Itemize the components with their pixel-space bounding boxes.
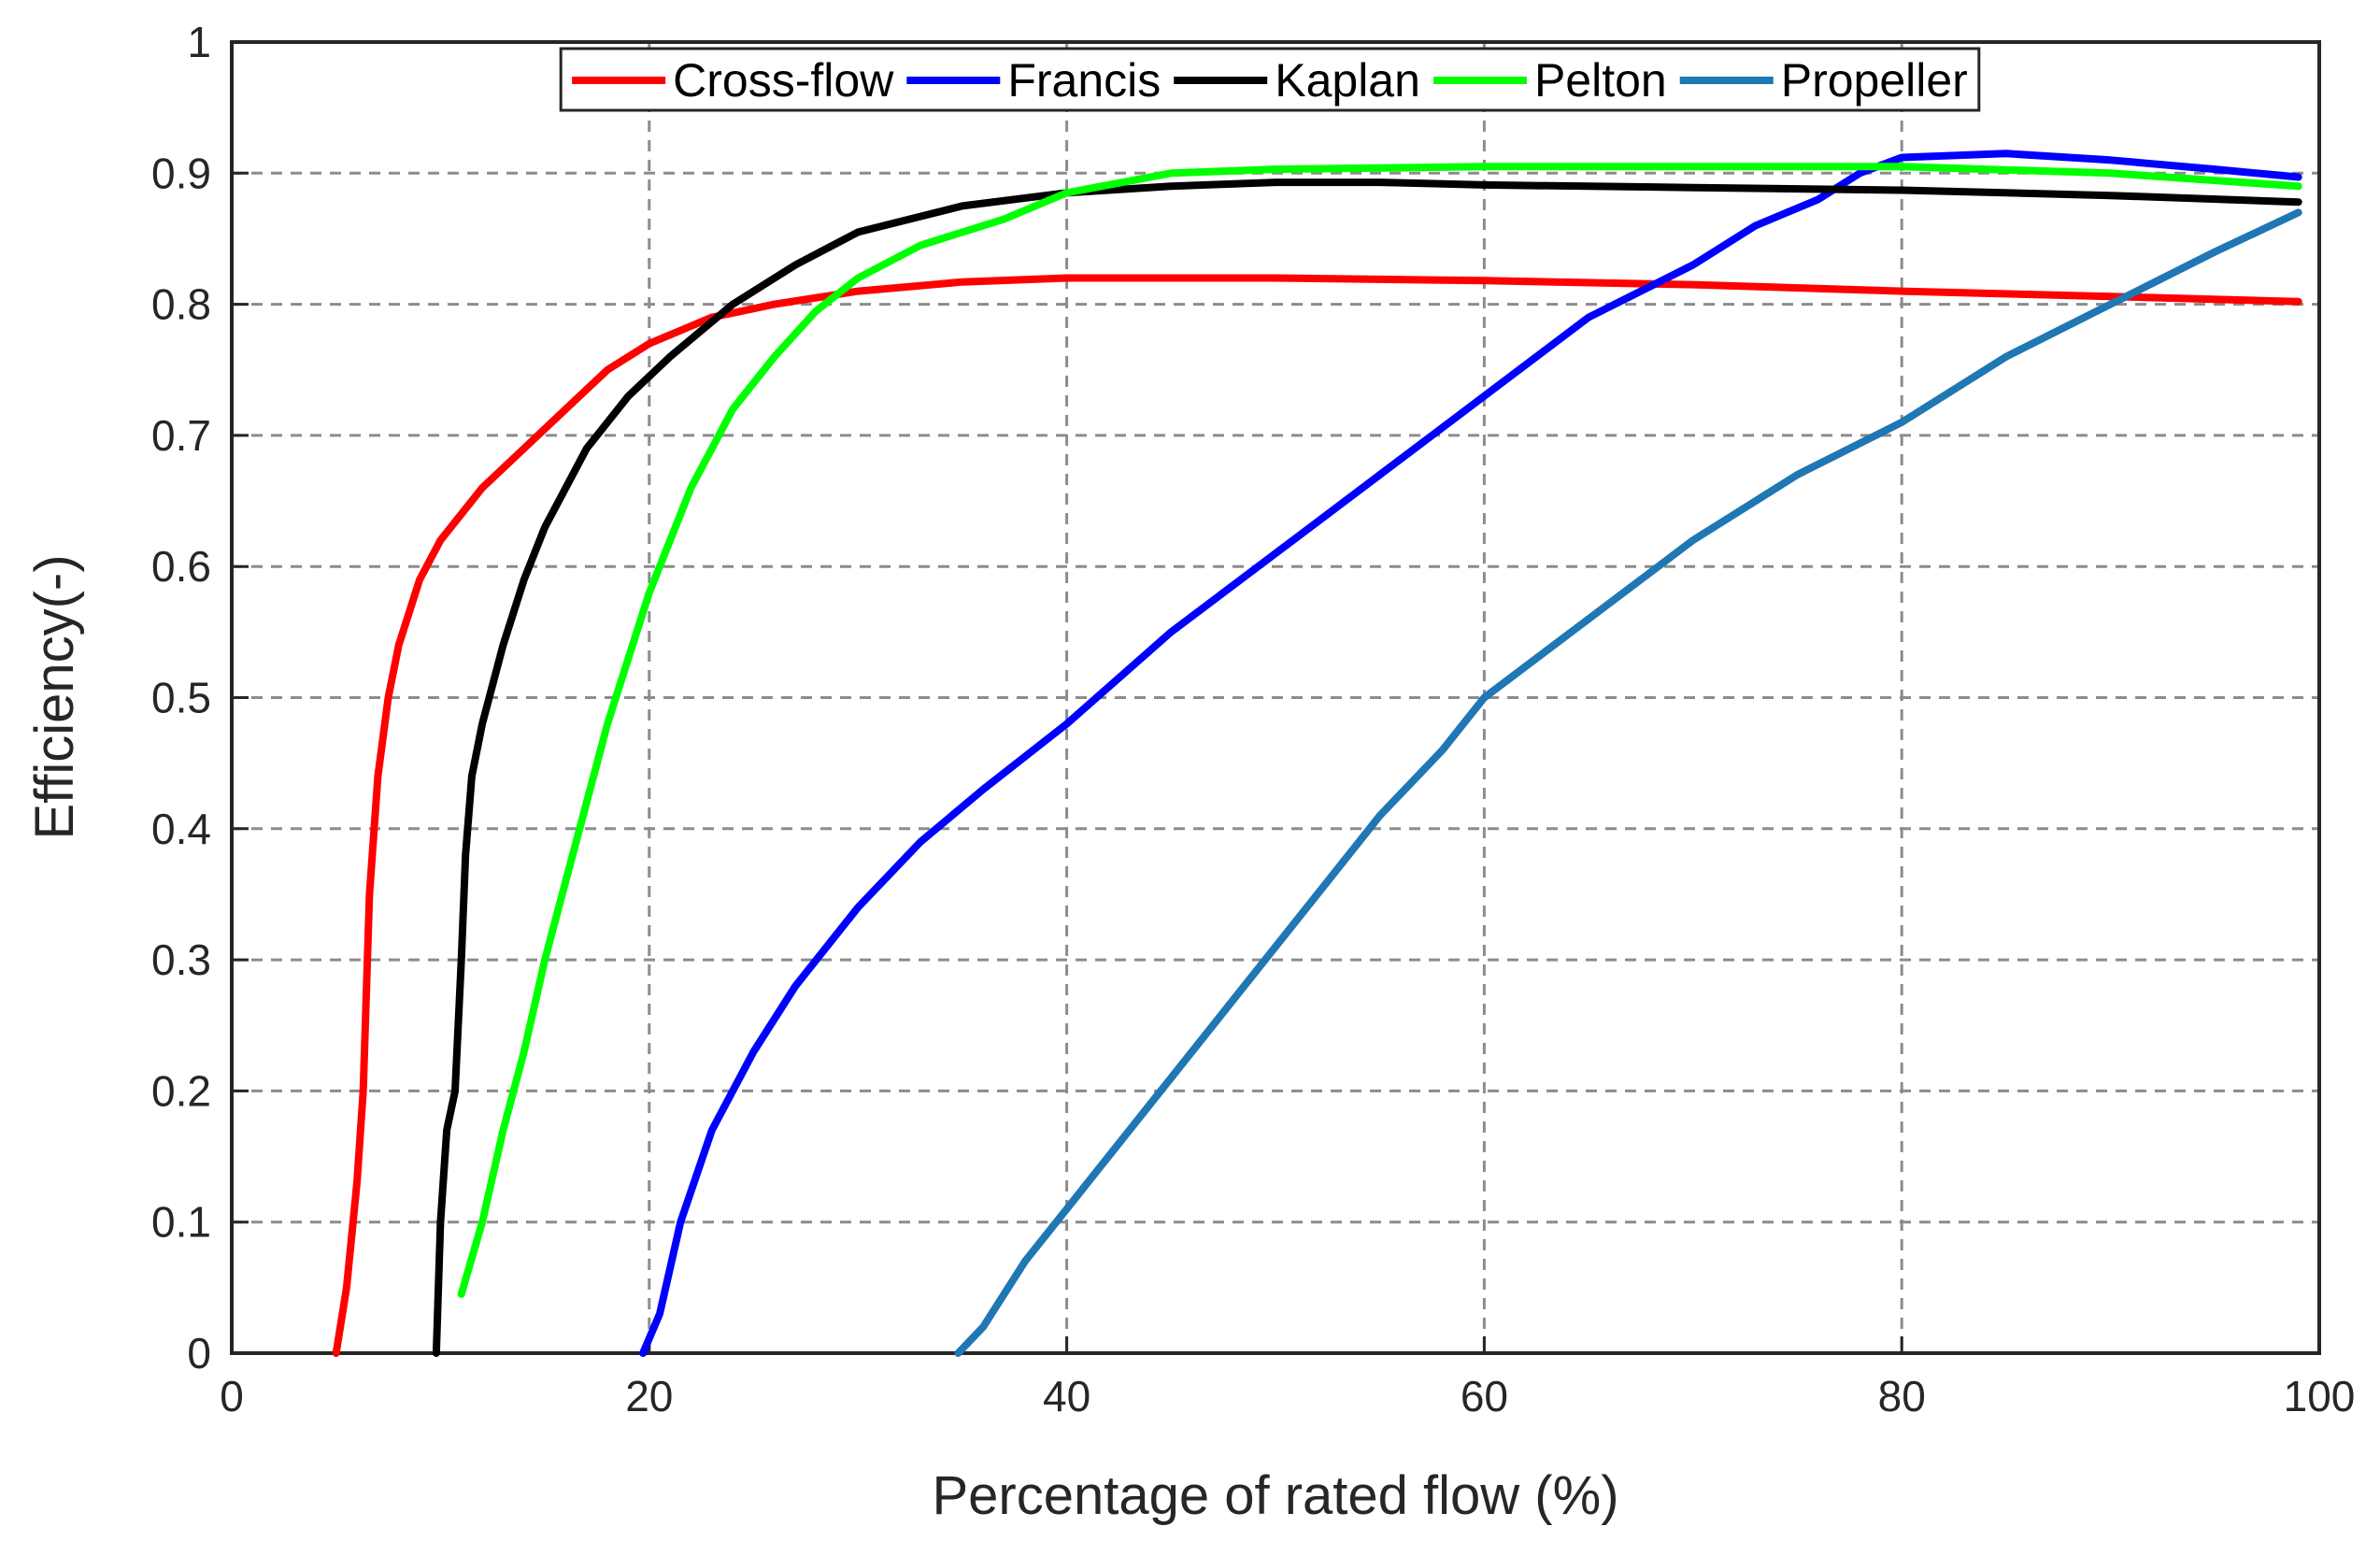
y-tick-label: 0.2	[151, 1066, 211, 1115]
legend-label-propeller: Propeller	[1781, 54, 1968, 107]
legend-label-francis: Francis	[1007, 54, 1161, 107]
x-tick-label: 60	[1461, 1372, 1508, 1420]
x-tick-label: 80	[1878, 1372, 1926, 1420]
y-tick-label: 0	[187, 1329, 211, 1377]
series-line-cross-flow	[332, 274, 2302, 1357]
legend-label-cross-flow: Cross-flow	[673, 54, 894, 107]
y-tick-label: 0.1	[151, 1198, 211, 1247]
y-axis-title: Efficiency(-)	[24, 554, 85, 839]
x-tick-label: 20	[625, 1372, 673, 1420]
series-line-pelton	[457, 163, 2302, 1298]
y-tick-label: 0.8	[151, 280, 211, 329]
legend-label-kaplan: Kaplan	[1275, 54, 1420, 107]
legend: Cross-flow Francis Kaplan Pelton Propeller	[559, 47, 1981, 112]
axis-ticks: 0 20 40 60 80 100 0 0.1 0.2 0.3 0.4 0.5 0.6 0.7 0.8 0.9…	[151, 18, 2355, 1420]
series-line-kaplan	[432, 178, 2302, 1357]
y-tick-label: 0.9	[151, 149, 211, 197]
x-tick-label: 100	[2284, 1372, 2356, 1420]
y-tick-label: 0.6	[151, 542, 211, 591]
grid	[232, 42, 2319, 1353]
x-tick-label: 0	[220, 1372, 244, 1420]
x-axis-title: Percentage of rated flow (%)	[932, 1465, 1618, 1526]
y-tick-label: 0.5	[151, 674, 211, 722]
y-tick-label: 1	[187, 18, 211, 66]
series-lines	[332, 150, 2302, 1357]
series-line-francis	[639, 150, 2302, 1357]
y-tick-label: 0.4	[151, 805, 211, 853]
y-tick-label: 0.3	[151, 935, 211, 984]
series-line-propeller	[954, 208, 2302, 1357]
y-tick-label: 0.7	[151, 411, 211, 460]
legend-label-pelton: Pelton	[1534, 54, 1667, 107]
x-tick-label: 40	[1043, 1372, 1090, 1420]
